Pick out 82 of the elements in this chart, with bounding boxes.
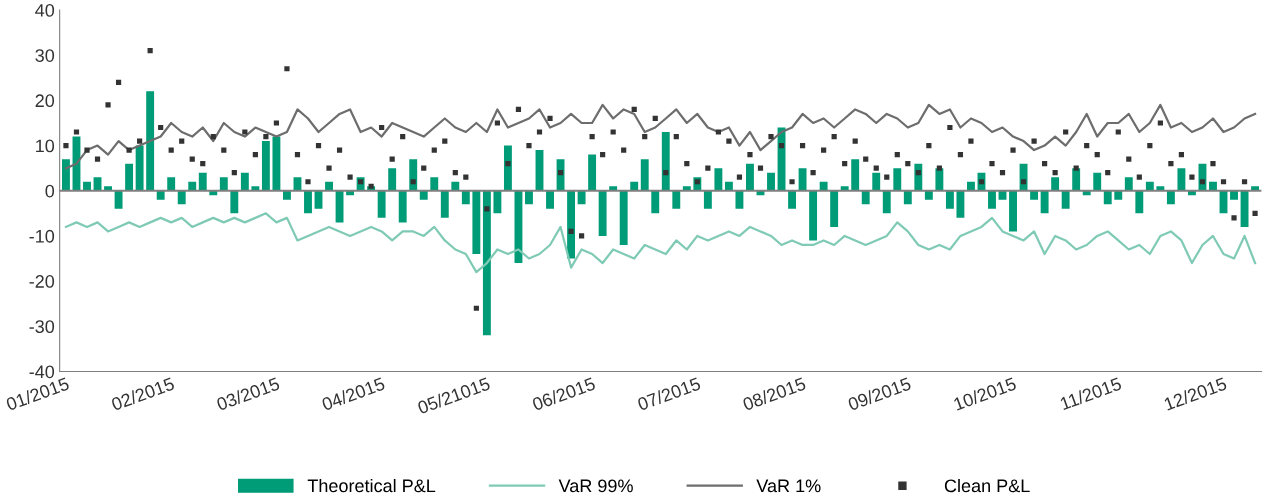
- bar: [398, 190, 407, 223]
- bar: [819, 181, 828, 191]
- bar: [945, 190, 954, 209]
- bar: [62, 159, 70, 191]
- bar: [156, 190, 165, 200]
- bar: [503, 145, 512, 191]
- bar: [388, 168, 397, 191]
- bar: [482, 190, 491, 336]
- bar: [461, 190, 470, 205]
- bar: [335, 190, 344, 223]
- bar: [1209, 181, 1217, 191]
- y-tick-label: 30: [35, 49, 55, 62]
- bar: [177, 190, 186, 205]
- line-series: [64, 212, 1257, 274]
- y-tick-label: -30: [29, 320, 55, 334]
- bar: [809, 190, 818, 241]
- bar: [798, 168, 807, 191]
- y-tick-label: 40: [35, 3, 55, 17]
- bar: [125, 163, 134, 191]
- bar: [430, 177, 439, 191]
- bar: [188, 181, 197, 191]
- bar: [1103, 190, 1112, 205]
- y-tick-label: 0: [45, 184, 55, 198]
- bar: [198, 172, 207, 191]
- y-tick-label: 10: [36, 139, 55, 153]
- bar: [1230, 190, 1238, 200]
- legend-label: VaR 1%: [756, 479, 821, 493]
- bar: [788, 190, 796, 209]
- bar: [672, 190, 681, 209]
- legend-label: VaR 99%: [558, 479, 633, 493]
- bar: [588, 154, 597, 191]
- bar: [114, 190, 123, 209]
- bar: [651, 190, 660, 214]
- bar: [988, 190, 996, 209]
- bar: [167, 177, 176, 191]
- bar: [525, 190, 533, 205]
- bar: [1166, 190, 1175, 205]
- bar: [1135, 190, 1144, 214]
- bar: [493, 190, 502, 214]
- bar: [1061, 190, 1070, 209]
- bar: [703, 190, 712, 209]
- bar: [861, 190, 870, 205]
- bar: [661, 132, 670, 191]
- bar: [598, 190, 607, 236]
- bar: [472, 190, 481, 255]
- bar: [851, 159, 860, 191]
- bar: [304, 190, 312, 214]
- bar: [240, 172, 249, 191]
- bar: [1040, 190, 1049, 214]
- y-tick-label: 20: [35, 94, 55, 108]
- y-tick-label: -40: [29, 365, 55, 379]
- legend-label: Theoretical P&L: [307, 478, 436, 493]
- bar: [146, 91, 155, 191]
- bar: [1093, 172, 1102, 191]
- bar: [903, 190, 912, 205]
- bar: [619, 190, 628, 245]
- bar: [956, 190, 965, 218]
- y-tick-label: -20: [29, 275, 55, 288]
- bar: [830, 190, 839, 227]
- bar: [893, 168, 902, 191]
- bar: [219, 177, 228, 191]
- bar: [577, 190, 586, 205]
- bar: [1009, 190, 1017, 232]
- bar: [767, 172, 775, 191]
- bar: [1177, 168, 1186, 191]
- bar: [440, 190, 449, 218]
- bar: [1145, 181, 1154, 191]
- bar: [1124, 177, 1133, 191]
- legend-label: Clean P&L: [944, 478, 1030, 493]
- bar: [546, 190, 554, 209]
- bar: [882, 190, 891, 214]
- bar: [230, 190, 239, 214]
- line-series: [64, 103, 1257, 170]
- bar: [1114, 190, 1123, 200]
- bar: [272, 136, 281, 191]
- y-tick-label: -10: [29, 229, 55, 243]
- bar: [746, 163, 754, 191]
- bar: [1030, 190, 1039, 200]
- bar: [377, 190, 386, 218]
- bar: [735, 190, 744, 209]
- bar: [640, 159, 649, 191]
- bar: [714, 168, 723, 191]
